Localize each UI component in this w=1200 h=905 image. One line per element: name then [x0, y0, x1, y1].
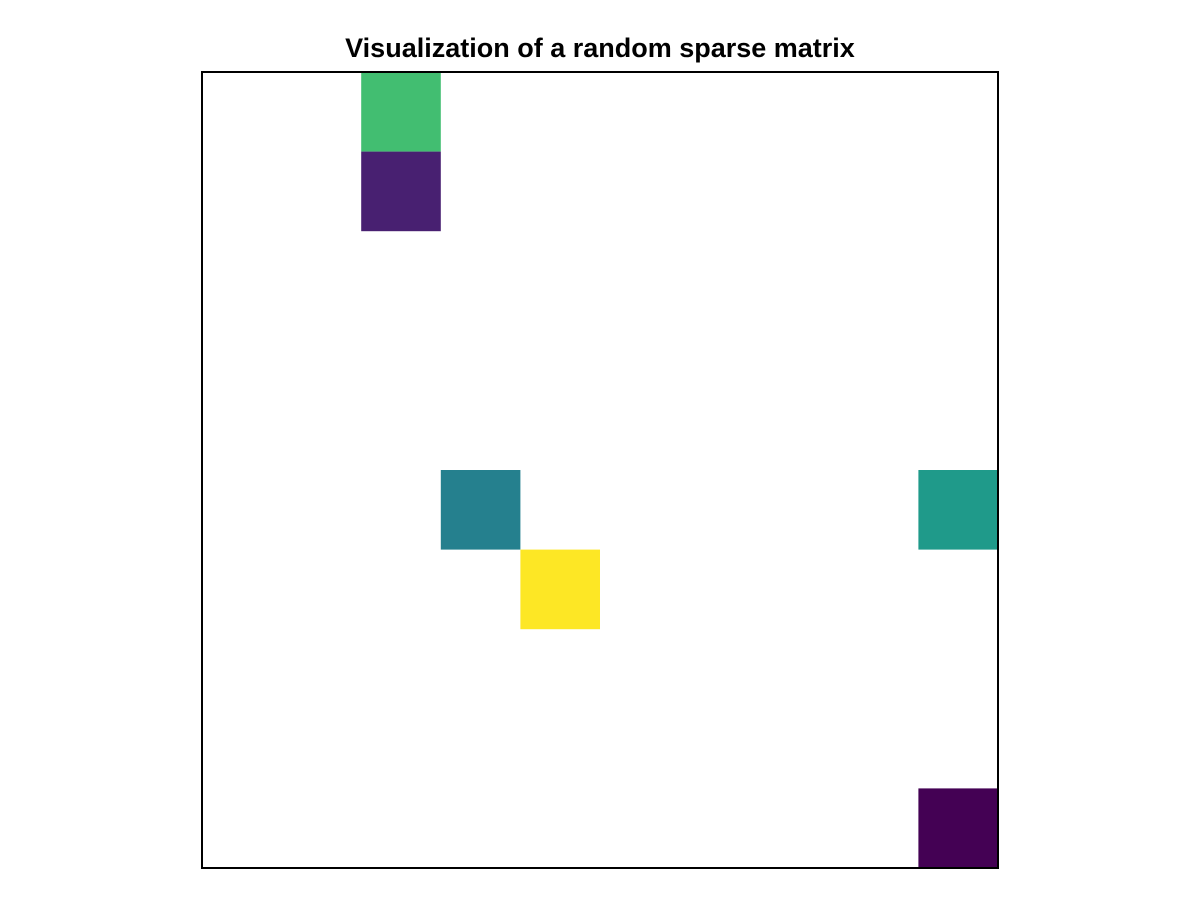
chart-title: Visualization of a random sparse matrix: [345, 33, 855, 63]
heatmap-cell-r9-c9: [918, 788, 998, 868]
heatmap-cell-r5-c3: [440, 470, 521, 550]
heatmap-cell-r1-c2: [361, 151, 441, 232]
heatmap-cell-r0-c2: [361, 72, 441, 152]
heatmap-cell-r5-c9: [918, 470, 998, 550]
plot-frame: [201, 71, 999, 869]
heatmap-cell-r6-c4: [520, 549, 600, 630]
heatmap-cells: [361, 72, 998, 868]
